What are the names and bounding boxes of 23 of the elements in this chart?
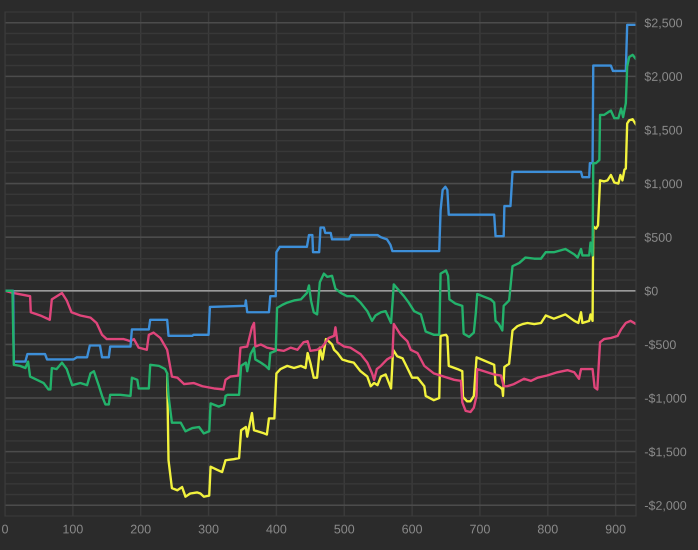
x-tick-label: 200 xyxy=(130,524,151,534)
line-series xyxy=(166,118,636,498)
x-tick-label: 100 xyxy=(63,524,83,534)
y-tick-label: $1,000 xyxy=(644,178,682,190)
y-tick-label: -$1,000 xyxy=(644,393,686,404)
y-tick-label: $1,500 xyxy=(644,125,682,136)
x-tick-label: 900 xyxy=(606,524,626,534)
x-tick-label: 300 xyxy=(198,524,218,534)
x-tick-label: 600 xyxy=(402,524,422,534)
y-tick-label: $2,000 xyxy=(644,72,682,82)
x-tick-label: 0 xyxy=(2,524,8,534)
y-tick-label: $0 xyxy=(644,286,658,296)
x-tick-label: 500 xyxy=(334,524,354,534)
x-tick-label: 700 xyxy=(470,524,490,534)
x-tick-label: 400 xyxy=(266,524,286,534)
y-tick-label: $500 xyxy=(644,232,672,243)
y-tick-label: -$1,500 xyxy=(644,446,686,458)
y-tick-label: $2,500 xyxy=(644,18,682,29)
x-tick-label: 800 xyxy=(538,524,558,534)
y-tick-label: -$500 xyxy=(644,340,676,350)
line-series xyxy=(5,290,636,414)
y-tick-label: -$2,000 xyxy=(644,500,686,512)
line-series xyxy=(5,54,636,435)
